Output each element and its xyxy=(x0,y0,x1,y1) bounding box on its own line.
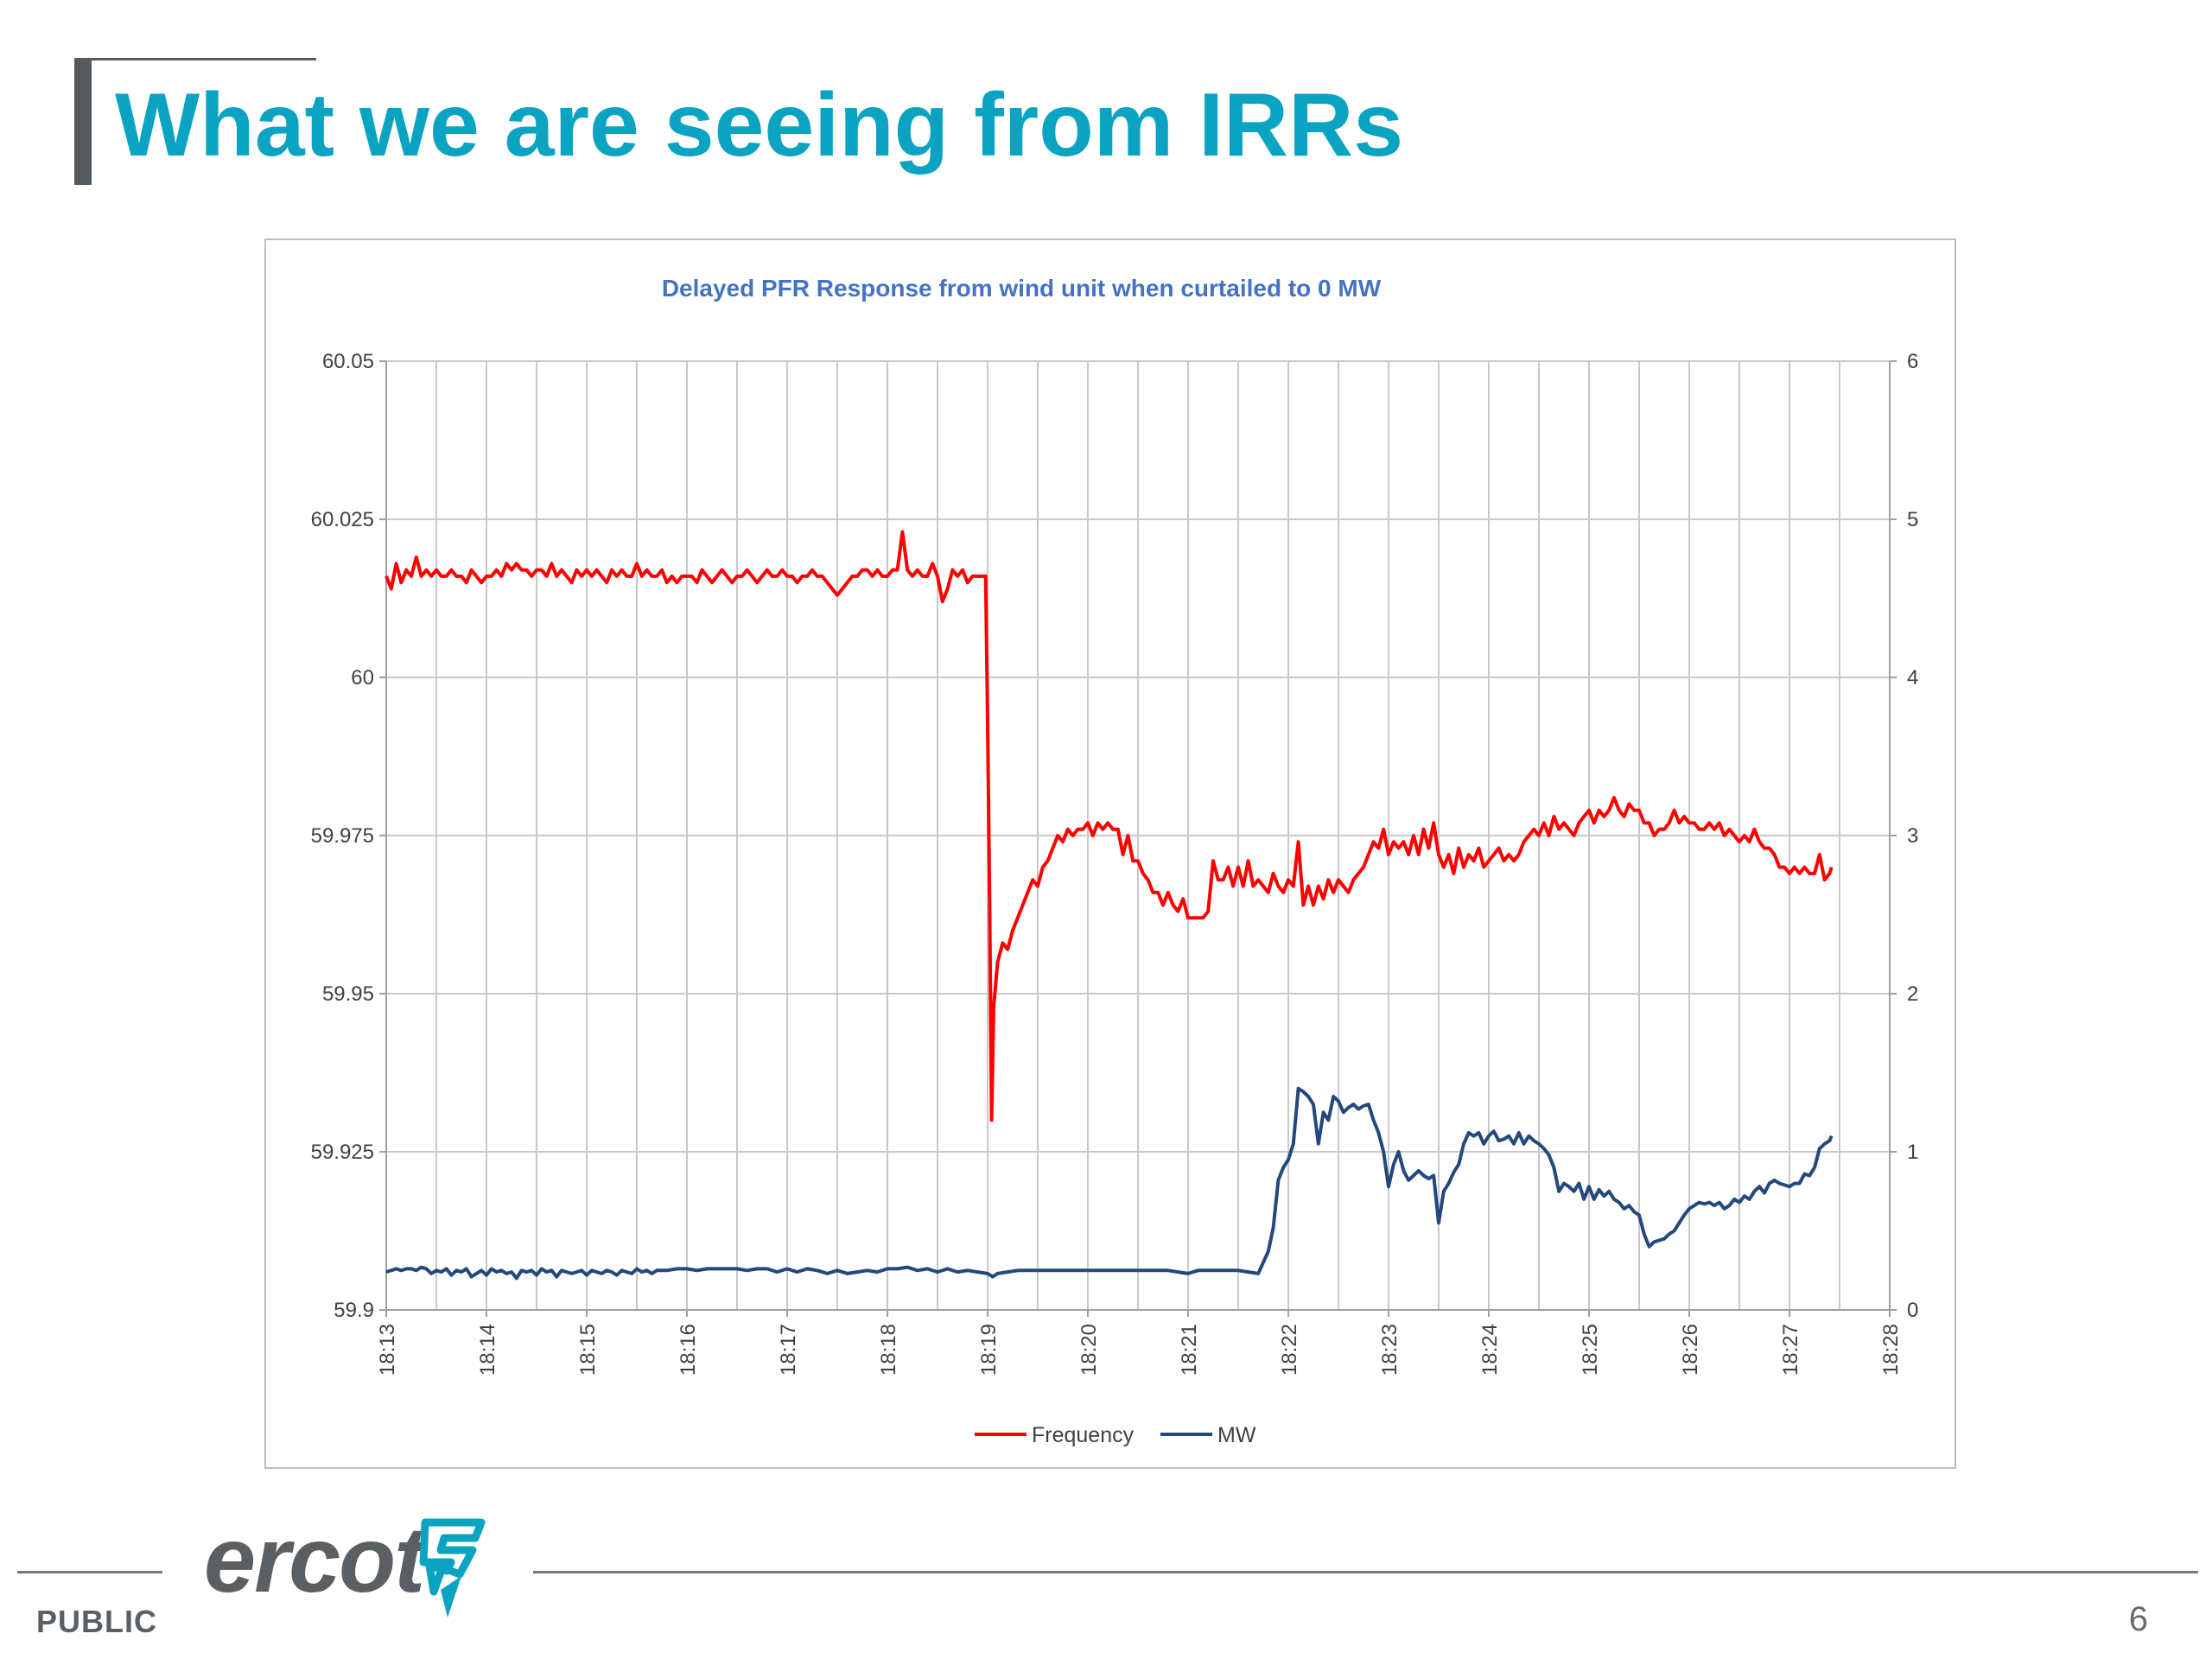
axes: 60.05 60.025 60 59.975 59.95 59.925 59.9 6 5 4 3 2 1… xyxy=(311,350,1919,1376)
left-tick-label: 60.025 xyxy=(311,508,374,531)
slide-title: What we are seeing from IRRs xyxy=(115,75,1404,175)
chart-frame: 60.05 60.025 60 59.975 59.95 59.925 59.9 6 5 4 3 2 1… xyxy=(264,238,1956,1469)
x-tick-label: 18:28 xyxy=(1879,1324,1903,1376)
x-tick-label: 18:22 xyxy=(1278,1324,1301,1376)
right-tick-label: 1 xyxy=(1907,1141,1918,1164)
x-tick-label: 18:19 xyxy=(977,1324,1001,1376)
x-tick-label: 18:15 xyxy=(576,1324,600,1376)
left-tick-label: 59.925 xyxy=(311,1141,374,1164)
left-tick-label: 59.95 xyxy=(322,982,374,1006)
footer-rule-right xyxy=(533,1571,2198,1573)
x-tick-label: 18:27 xyxy=(1779,1324,1802,1376)
right-tick-label: 6 xyxy=(1907,350,1918,373)
title-top-rule xyxy=(92,58,316,60)
chart: 60.05 60.025 60 59.975 59.95 59.925 59.9 6 5 4 3 2 1… xyxy=(311,275,1919,1447)
right-tick-label: 2 xyxy=(1907,982,1918,1006)
x-tick-label: 18:23 xyxy=(1378,1324,1402,1376)
footer-public-label: PUBLIC xyxy=(36,1604,157,1639)
legend-label-frequency: Frequency xyxy=(1032,1423,1135,1447)
series-line-mw xyxy=(385,1086,1834,1281)
right-tick-label: 0 xyxy=(1907,1299,1918,1322)
series-line-frequency xyxy=(385,530,1834,1122)
page-number: 6 xyxy=(2128,1600,2148,1638)
legend: Frequency MW xyxy=(975,1423,1256,1447)
ercot-logo-text: ercot xyxy=(204,1507,425,1611)
legend-label-mw: MW xyxy=(1217,1423,1256,1447)
grid xyxy=(385,360,1891,1311)
left-tick-label: 59.9 xyxy=(334,1299,374,1322)
x-tick-label: 18:21 xyxy=(1178,1324,1201,1376)
x-tick-label: 18:20 xyxy=(1077,1324,1101,1376)
x-tick-label: 18:13 xyxy=(376,1324,399,1376)
x-tick-label: 18:24 xyxy=(1478,1324,1502,1376)
left-tick-label: 60.05 xyxy=(322,350,374,373)
chart-title: Delayed PFR Response from wind unit when… xyxy=(662,275,1382,302)
right-tick-label: 5 xyxy=(1907,508,1918,531)
right-tick-label: 3 xyxy=(1907,824,1918,848)
x-tick-label: 18:25 xyxy=(1579,1324,1602,1376)
x-tick-label: 18:14 xyxy=(476,1324,499,1376)
series xyxy=(385,530,1834,1281)
ercot-logo-icon xyxy=(419,1518,486,1618)
title-accent-bar xyxy=(74,58,92,185)
footer-rule-left xyxy=(17,1571,162,1573)
left-tick-label: 59.975 xyxy=(311,824,374,848)
x-tick-label: 18:26 xyxy=(1679,1324,1702,1376)
x-tick-label: 18:18 xyxy=(877,1324,900,1376)
right-tick-label: 4 xyxy=(1907,666,1918,690)
x-tick-label: 18:16 xyxy=(677,1324,700,1376)
left-tick-label: 60 xyxy=(351,666,374,690)
x-tick-label: 18:17 xyxy=(777,1324,800,1376)
